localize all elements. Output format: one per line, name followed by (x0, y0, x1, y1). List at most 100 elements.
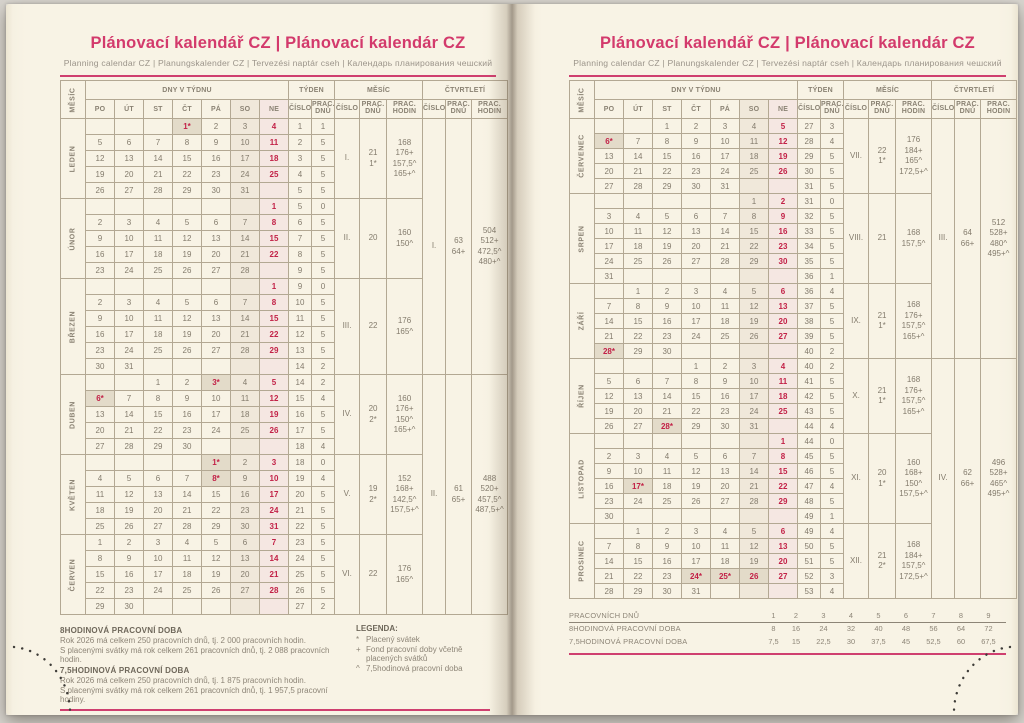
conversion-row: 7,5HODINOVÁ PRACOVNÍ DOBA 7,5 15 22,5 30 37,5… (569, 635, 1006, 648)
month-name: PROSINEC (569, 523, 595, 599)
day-cell: 4 (85, 470, 115, 487)
week-number: 11 (288, 310, 312, 327)
day-cell (652, 193, 682, 209)
month-workdays: 20 1* (868, 433, 897, 524)
day-cell: 17 (201, 406, 231, 423)
day-cell (594, 523, 624, 539)
day-cell: 16 (768, 223, 798, 239)
day-cell: 7 (710, 208, 740, 224)
day-cell: 23 (681, 163, 711, 179)
day-cell (143, 358, 173, 375)
day-cell: 28 (230, 342, 260, 359)
day-cell: 24* (681, 568, 711, 584)
week-workdays: 5 (819, 463, 845, 479)
month-name-label: LEDEN (69, 145, 77, 172)
day-cell: 9 (230, 470, 260, 487)
conversion-table: PRACOVNÍCH DNŮ 1 2 3 4 5 6 7 8 9 8HODINOVÁ PRACOVN… (569, 609, 1006, 648)
week-workdays: 5 (819, 553, 845, 569)
day-cell: 4 (652, 448, 682, 464)
day-cell: 15 (681, 388, 711, 404)
day-cell: 12 (85, 150, 115, 167)
week-number: 5 (288, 182, 312, 199)
day-cell (681, 433, 711, 449)
day-cell: 20 (768, 313, 798, 329)
conversion-value: 4 (840, 609, 861, 623)
week-number: 32 (797, 208, 821, 224)
month-name: ČERVEN (60, 534, 86, 615)
column-header-month: MĚSÍC (60, 80, 86, 119)
week-workdays: 5 (819, 223, 845, 239)
month-name: SRPEN (569, 193, 595, 284)
month-number: VII. (843, 118, 870, 194)
day-cell: 13 (710, 463, 740, 479)
day-cell: 5 (172, 214, 202, 231)
week-number: 9 (288, 278, 312, 295)
calendar-row: 11 12 13 14 15 16 17 20 5 (61, 486, 508, 503)
day-cell: 12 (172, 230, 202, 247)
month-name-label: ČERVEN (69, 558, 77, 591)
week-number: 27 (288, 598, 312, 615)
day-cell: 26 (739, 568, 769, 584)
day-cell: 10 (259, 470, 289, 487)
calendar-row: 20 21 22 23 24 25 26 30 5 (570, 163, 1017, 179)
day-cell (594, 433, 624, 449)
week-workdays: 0 (310, 198, 336, 215)
column-header-week: TÝDEN (796, 80, 845, 100)
day-cell (739, 583, 769, 599)
week-number: 48 (797, 493, 821, 509)
day-cell: 13 (85, 406, 115, 423)
day-cell: 22 (768, 478, 798, 494)
day-cell (85, 454, 115, 471)
month-workhours: 168 176+ 157,5^ 165+^ (386, 118, 424, 199)
conversion-value: 9 (970, 609, 1006, 623)
week-workdays: 5 (310, 566, 336, 583)
quarter-workhours: 488 520+ 457,5^ 487,5+^ (471, 374, 509, 615)
day-cell: 15 (768, 463, 798, 479)
day-cell: 28* (594, 343, 624, 359)
day-cell: 21 (594, 568, 624, 584)
day-cell: 21 (594, 328, 624, 344)
day-cell: 17 (114, 326, 144, 343)
week-number: 18 (288, 438, 312, 455)
month-workhours: 168 176+ 157,5^ 165+^ (895, 283, 933, 359)
day-cell: 7 (230, 214, 260, 231)
month-workdays: 21 1* (359, 118, 388, 199)
week-number: 28 (797, 133, 821, 149)
day-cell: 27 (594, 178, 624, 194)
day-cell: 29 (143, 438, 173, 455)
column-header-month-label: MĚSÍC (69, 86, 77, 113)
month-number: III. (334, 278, 361, 375)
day-cell (259, 598, 289, 615)
day-cell: 23 (710, 403, 740, 419)
day-cell: 21 (259, 566, 289, 583)
column-subheader: PRAC. HODIN (980, 99, 1018, 119)
day-cell: 28 (623, 178, 653, 194)
column-header-quarter: ČTVRTLETÍ (422, 80, 509, 100)
day-cell: 18 (85, 502, 115, 519)
week-workdays: 5 (310, 246, 336, 263)
day-cell: 6 (768, 283, 798, 299)
day-cell: 6 (681, 208, 711, 224)
week-workdays: 5 (819, 373, 845, 389)
conversion-value: 24 (819, 624, 828, 634)
month-name: ČERVENEC (569, 118, 595, 194)
day-cell: 30 (201, 182, 231, 199)
day-cell (739, 343, 769, 359)
week-number: 46 (797, 463, 821, 479)
day-cell: 1 (768, 433, 798, 449)
page-header: Plánovací kalendář CZ | Plánovací kalend… (60, 34, 496, 77)
calendar-row: 16 17 18 19 20 21 22 8 5 (61, 246, 508, 263)
day-cell (623, 268, 653, 284)
week-workdays: 2 (819, 358, 845, 374)
day-cell: 17 (143, 566, 173, 583)
day-cell: 27 (85, 438, 115, 455)
column-subheader: PRAC. HODIN (471, 99, 509, 119)
week-number: 5 (288, 198, 312, 215)
asterisk-symbol: * (356, 635, 360, 644)
month-workdays: 19 2* (359, 454, 388, 535)
month-workdays: 21 2* (868, 523, 897, 599)
calendar-row: 21 22 23 24 25 26 27 39 5 (570, 328, 1017, 344)
conversion-value: 60 (956, 637, 966, 646)
week-number: 31 (797, 193, 821, 209)
day-cell: 6 (710, 448, 740, 464)
